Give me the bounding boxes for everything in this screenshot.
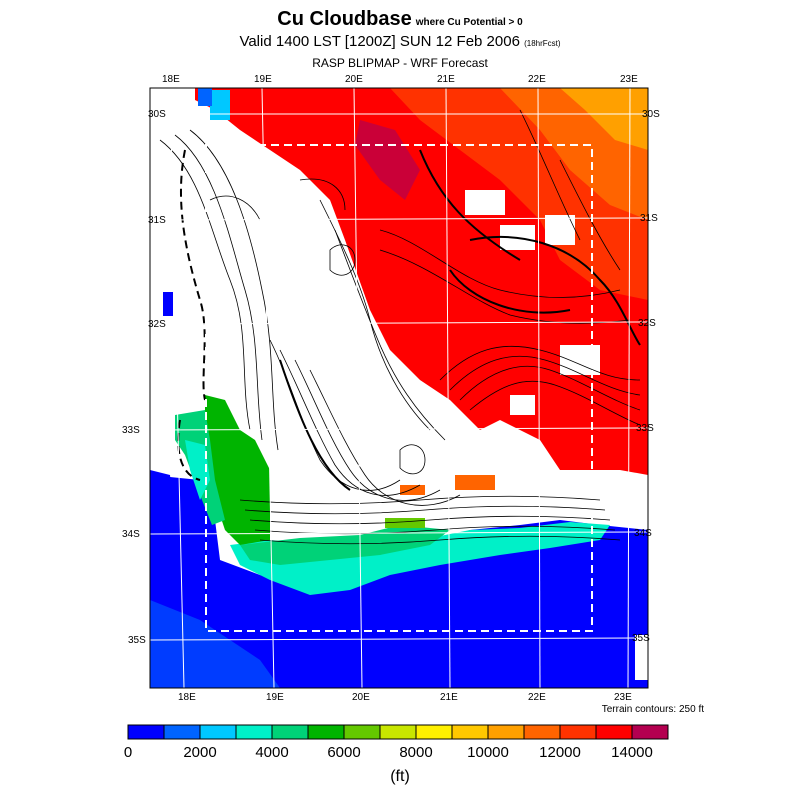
colorbar-swatch	[415, 724, 453, 740]
colorbar-tick: 8000	[399, 744, 433, 761]
lon-label-bottom: 22E	[528, 692, 546, 703]
cloudbase-patch	[635, 635, 648, 680]
lat-label-left: 32S	[148, 319, 166, 330]
lat-label-right: 32S	[638, 318, 656, 329]
colorbar-swatch	[127, 724, 165, 740]
lon-label-bottom: 18E	[178, 692, 196, 703]
coastline-dashed	[177, 149, 206, 481]
nodata-patch	[465, 190, 505, 215]
cloudbase-patch	[455, 475, 495, 490]
title-qualifier: where Cu Potential > 0	[415, 17, 523, 28]
title-main: Cu Cloudbase	[277, 8, 412, 30]
colorbar-swatch	[271, 724, 309, 740]
forecast-source: RASP BLIPMAP - WRF Forecast	[312, 56, 488, 70]
colorbar-swatch	[343, 724, 381, 740]
lat-label-left: 33S	[122, 425, 140, 436]
graticule	[150, 88, 648, 688]
lat-label-right: 33S	[636, 423, 654, 434]
colorbar-swatch	[487, 724, 525, 740]
colorbar-tick: 0	[123, 744, 133, 761]
lat-label-left: 34S	[122, 529, 140, 540]
nodata-patch	[510, 395, 535, 415]
cloudbase-patch	[198, 88, 212, 106]
map-title: Cu Cloudbase where Cu Potential > 0	[0, 8, 800, 31]
cloudbase-patch	[163, 292, 173, 316]
colorbar-units: (ft)	[390, 768, 410, 785]
cloudbase-purple	[355, 120, 420, 200]
lon-label-top: 23E	[620, 74, 638, 85]
forecast-hours: (18hrFcst)	[524, 39, 561, 48]
lat-label-left: 35S	[128, 635, 146, 646]
lat-label-right: 31S	[640, 213, 658, 224]
terrain-contours-note: Terrain contours: 250 ft	[601, 704, 704, 715]
cloudbase-band-teal	[240, 525, 450, 565]
plot-frame	[149, 87, 649, 689]
colorbar-tick: 2000	[183, 744, 217, 761]
lon-label-bottom: 21E	[440, 692, 458, 703]
colorbar-swatch	[379, 724, 417, 740]
lat-label-right: 35S	[632, 633, 650, 644]
lat-label-left: 30S	[148, 109, 166, 120]
colorbar-tick: 6000	[327, 744, 361, 761]
cloudbase-light-orange	[560, 88, 648, 150]
lon-label-bottom: 23E	[614, 692, 632, 703]
cloudbase-band-cyan	[230, 522, 610, 595]
colorbar-tick: 12000	[539, 744, 581, 761]
lat-label-right: 30S	[642, 109, 660, 120]
colorbar-tick: 4000	[255, 744, 289, 761]
lon-label-bottom: 20E	[352, 692, 370, 703]
inner-domain-box	[205, 144, 593, 632]
cloudbase-patch	[210, 90, 230, 120]
colorbar-swatch	[307, 724, 345, 740]
ocean-west	[150, 470, 175, 530]
lon-label-top: 22E	[528, 74, 546, 85]
cloudbase-west-cyan	[185, 440, 210, 500]
valid-time-line: Valid 1400 LST [1200Z] SUN 12 Feb 2006 (…	[0, 33, 800, 50]
lon-label-bottom: 19E	[266, 692, 284, 703]
lon-label-top: 19E	[254, 74, 272, 85]
colorbar-tick: 14000	[611, 744, 653, 761]
cloudbase-patch	[385, 518, 425, 528]
lon-label-top: 18E	[162, 74, 180, 85]
colorbar-swatch	[163, 724, 201, 740]
colorbar-tick: 10000	[467, 744, 509, 761]
lon-label-top: 20E	[345, 74, 363, 85]
colorbar-swatch	[559, 724, 597, 740]
colorbar-swatch	[523, 724, 561, 740]
colorbar-swatch	[199, 724, 237, 740]
colorbar-swatch	[595, 724, 633, 740]
valid-time: Valid 1400 LST [1200Z] SUN 12 Feb 2006	[239, 33, 520, 50]
lon-label-top: 21E	[437, 74, 455, 85]
lat-label-right: 34S	[634, 528, 652, 539]
colorbar-swatch	[631, 724, 669, 740]
terrain-contours	[159, 109, 641, 545]
colorbar-swatch	[235, 724, 273, 740]
colorbar	[127, 724, 669, 740]
cloudbase-patch	[400, 485, 425, 495]
lat-label-left: 31S	[148, 215, 166, 226]
colorbar-swatch	[451, 724, 489, 740]
